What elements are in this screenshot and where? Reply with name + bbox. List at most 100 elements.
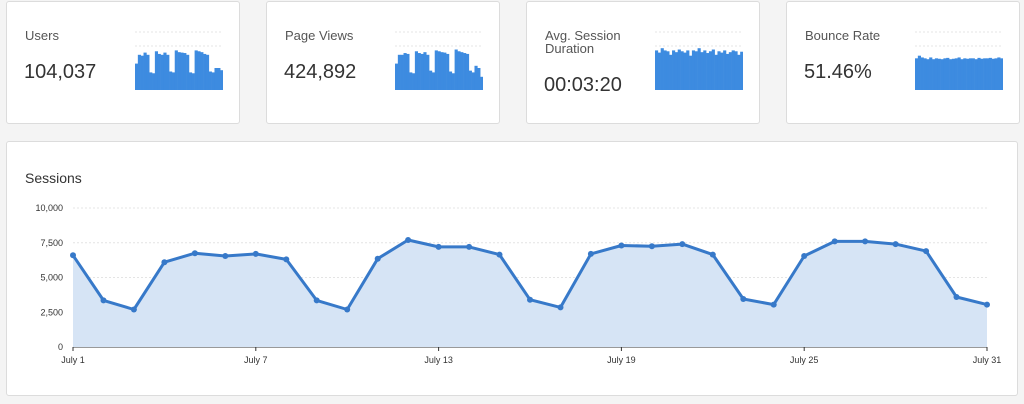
sessions-point[interactable]: [618, 242, 625, 249]
sparkline-bar: [137, 54, 141, 90]
x-tick-label: July 19: [607, 355, 636, 365]
sparkline-bar: [691, 50, 696, 90]
sparkline-bar: [997, 57, 1001, 90]
sparkline-bar: [960, 59, 964, 90]
sparkline-bar: [443, 52, 447, 90]
sparkline-bar: [717, 51, 721, 90]
sparkline-bar: [929, 57, 933, 90]
x-tick-label: July 25: [790, 355, 819, 365]
sparkline-bar: [477, 68, 481, 90]
sparkline-bar: [220, 70, 223, 90]
kpi-card-avg-session-duration[interactable]: Avg. Session Duration 00:03:20: [526, 1, 760, 124]
sessions-point[interactable]: [740, 296, 747, 302]
sessions-point[interactable]: [374, 255, 381, 262]
sparkline-bar: [423, 52, 427, 90]
kpi-value: 424,892: [284, 61, 357, 83]
kpi-card-users[interactable]: Users 104,037: [6, 1, 240, 124]
sparkline-bar: [149, 72, 153, 90]
sparkline-bar: [409, 72, 413, 90]
sparkline-bar: [194, 50, 198, 90]
sparkline-bar: [708, 51, 713, 90]
sessions-chart-card: Sessions 0 2,500 5,000 7,500 10,000 July 1 Jul…: [6, 141, 1018, 396]
sessions-point[interactable]: [496, 251, 503, 258]
sparkline-bar: [474, 65, 478, 90]
sessions-point[interactable]: [831, 238, 838, 245]
sparkline-bar: [940, 59, 944, 90]
sparkline-bar: [923, 58, 927, 90]
sessions-point[interactable]: [344, 306, 351, 313]
sessions-point[interactable]: [283, 256, 290, 263]
sparkline-bar: [943, 58, 947, 90]
sessions-point[interactable]: [953, 294, 960, 300]
sparkline-bar: [154, 51, 159, 90]
kpi-title: Users: [25, 28, 59, 43]
sparkline-bar: [412, 73, 416, 90]
sparkline-bar: [915, 58, 919, 90]
sessions-point[interactable]: [100, 297, 107, 304]
sessions-point[interactable]: [70, 252, 76, 259]
sparkline-bar: [166, 54, 170, 90]
sessions-point[interactable]: [161, 259, 168, 266]
sessions-point[interactable]: [709, 251, 716, 258]
sessions-point[interactable]: [770, 301, 777, 308]
sparkline-bar: [434, 50, 438, 90]
sessions-point[interactable]: [313, 297, 320, 304]
sessions-point[interactable]: [527, 296, 533, 303]
sparkline-bar: [208, 71, 212, 90]
sparkline-bar: [446, 53, 450, 90]
sparkline-bar: [1000, 58, 1003, 90]
sparkline-bar: [211, 72, 215, 90]
sparkline-bar: [728, 52, 732, 90]
sparkline-bar: [957, 57, 961, 90]
sparkline-bar: [977, 57, 981, 90]
kpi-card-bounce-rate[interactable]: Bounce Rate 51.46%: [786, 1, 1020, 124]
sparkline-bar: [974, 59, 978, 90]
sparkline-bar: [414, 51, 419, 90]
sessions-point[interactable]: [557, 304, 564, 311]
sparkline-bar: [737, 54, 741, 90]
kpi-value: 00:03:20: [544, 74, 622, 96]
sessions-point[interactable]: [679, 241, 686, 248]
sparkline-bar: [448, 71, 453, 90]
sessions-point[interactable]: [466, 243, 473, 250]
sparkline-bar: [731, 50, 735, 90]
x-tick-label: July 7: [244, 355, 268, 365]
sparkline-bar: [177, 52, 181, 90]
kpi-sparkline: [915, 31, 1003, 90]
sessions-point[interactable]: [862, 238, 869, 245]
sessions-chart[interactable]: 0 2,500 5,000 7,500 10,000 July 1 July 7 July 1…: [7, 142, 1019, 397]
sparkline-bar: [988, 57, 992, 90]
sessions-point[interactable]: [801, 253, 808, 259]
sessions-point[interactable]: [923, 248, 930, 255]
sparkline-bar: [397, 54, 401, 90]
sparkline-bar: [468, 70, 472, 90]
sessions-point[interactable]: [648, 243, 655, 250]
kpi-sparkline: [395, 31, 483, 90]
sessions-point[interactable]: [222, 253, 229, 259]
sparkline-bar: [723, 50, 727, 90]
sessions-point[interactable]: [984, 301, 990, 308]
sessions-point[interactable]: [435, 243, 442, 250]
sessions-point[interactable]: [587, 250, 594, 257]
sessions-point[interactable]: [252, 250, 259, 257]
sessions-point[interactable]: [405, 237, 412, 243]
sparkline-bar: [171, 72, 176, 90]
sparkline-bar: [655, 50, 659, 90]
kpi-card-page-views[interactable]: Page Views 424,892: [266, 1, 500, 124]
sparkline-bar: [706, 53, 710, 90]
sparkline-bar: [460, 52, 464, 90]
sessions-point[interactable]: [191, 250, 198, 257]
sparkline-bar: [951, 58, 956, 90]
sparkline-bar: [417, 53, 421, 90]
sparkline-bar: [971, 58, 975, 90]
sparkline-bar: [983, 58, 987, 90]
sparkline-bar: [985, 58, 990, 90]
sparkline-bar: [711, 49, 715, 90]
sparkline-bar: [160, 54, 164, 90]
sparkline-bar: [669, 54, 673, 90]
y-tick-label: 0: [58, 342, 63, 352]
sparkline-bar: [949, 59, 953, 90]
sessions-point[interactable]: [130, 306, 137, 313]
sparkline-bar: [174, 50, 178, 90]
sessions-point[interactable]: [892, 241, 899, 248]
